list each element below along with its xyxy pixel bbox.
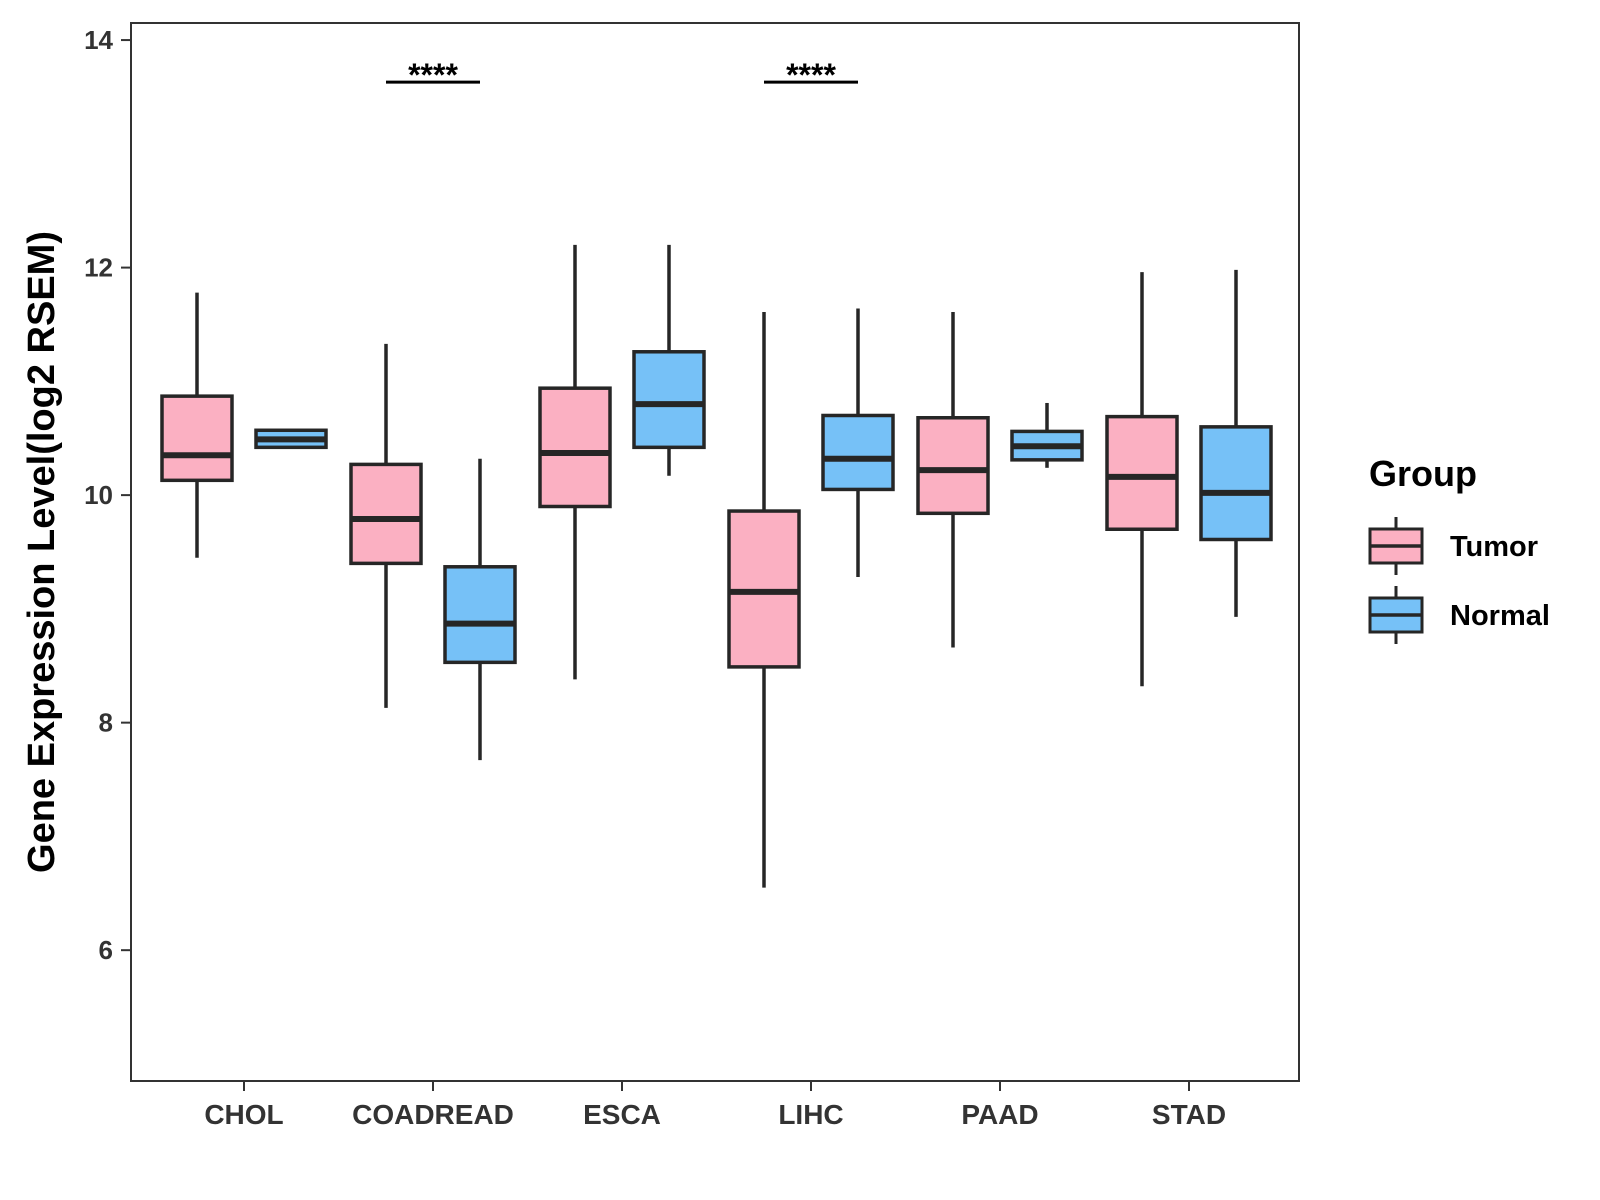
- y-tick-label: 10: [84, 480, 113, 510]
- box-iqr: [821, 413, 895, 492]
- box-tumor-lihc: [727, 311, 801, 888]
- y-axis: 6 8 10 12 14: [84, 25, 131, 965]
- box-iqr: [443, 565, 517, 665]
- box-normal-lihc: [821, 308, 895, 578]
- box-normal-chol: [254, 428, 328, 450]
- legend-item-tumor: Tumor: [1368, 517, 1538, 575]
- box-iqr: [160, 394, 234, 483]
- y-tick-label: 8: [99, 708, 113, 738]
- significance-annotations: **** ****: [386, 57, 858, 93]
- legend-title: Group: [1369, 453, 1477, 494]
- box-tumor-chol: [160, 292, 234, 558]
- box-iqr: [538, 386, 612, 509]
- box-tumor-esca: [538, 244, 612, 680]
- box-series: [160, 244, 1273, 888]
- legend-item-normal: Normal: [1368, 586, 1550, 644]
- box-tumor-paad: [916, 311, 990, 648]
- box-tumor-coadread: [349, 343, 423, 708]
- x-axis: CHOL COADREAD ESCA LIHC PAAD STAD: [204, 1081, 1226, 1130]
- box-iqr: [1105, 414, 1179, 531]
- x-tick-label: COADREAD: [352, 1099, 514, 1130]
- y-tick-label: 14: [84, 25, 113, 55]
- box-iqr: [1199, 425, 1273, 542]
- box-normal-coadread: [443, 458, 517, 761]
- box-tumor-stad: [1105, 272, 1179, 687]
- plot-panel: [130, 22, 1300, 1082]
- box-iqr: [916, 416, 990, 516]
- significance-label: ****: [408, 57, 458, 93]
- box-iqr: [632, 350, 706, 450]
- significance-label: ****: [786, 57, 836, 93]
- x-tick-label: LIHC: [778, 1099, 843, 1130]
- box-normal-paad: [1010, 402, 1084, 468]
- x-tick-label: CHOL: [204, 1099, 283, 1130]
- y-tick-label: 6: [99, 935, 113, 965]
- y-tick-label: 12: [84, 253, 113, 283]
- box-iqr: [349, 462, 423, 566]
- box-normal-esca: [632, 244, 706, 476]
- legend-label: Tumor: [1450, 531, 1538, 563]
- x-tick-label: PAAD: [961, 1099, 1038, 1130]
- legend-label: Normal: [1450, 600, 1550, 632]
- legend: Group Tumor Normal: [1368, 453, 1550, 644]
- box-normal-stad: [1199, 269, 1273, 617]
- x-tick-label: ESCA: [583, 1099, 661, 1130]
- y-axis-title: Gene Expression Level(log2 RSEM): [21, 231, 63, 873]
- x-tick-label: STAD: [1152, 1099, 1226, 1130]
